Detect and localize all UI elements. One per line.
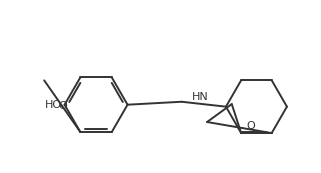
Text: O: O xyxy=(247,121,255,131)
Text: O: O xyxy=(59,101,68,111)
Text: HN: HN xyxy=(192,92,208,102)
Text: HO: HO xyxy=(45,100,62,110)
